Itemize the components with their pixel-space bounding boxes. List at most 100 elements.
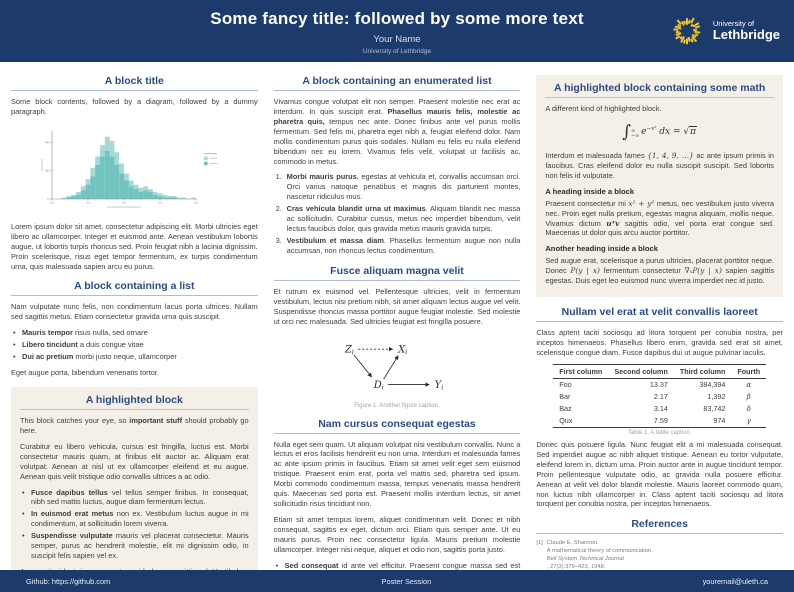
paragraph: Etiam sit amet tempus lorem, aliquet con… xyxy=(273,514,521,554)
reference-item: [1] Claude E. Shannon. A mathematical th… xyxy=(536,540,783,570)
table-row: Qux 7.59 974 γ xyxy=(553,414,767,428)
display-equation: ∫ ∞ −∞ e−x² dx = √π xyxy=(622,121,698,142)
node-x: Xi xyxy=(397,344,407,356)
paragraph: Et rutrum ex euismod vel. Pellentesque u… xyxy=(273,286,521,326)
paragraph: Interdum et malesuada fames {1, 4, 9, …}… xyxy=(545,150,775,180)
poster-body: A block title Some block contents, follo… xyxy=(0,62,794,570)
bullet-list: Fusce dapibus tellus vel tellus semper f… xyxy=(22,488,249,561)
logo-line2: Lethbridge xyxy=(712,26,780,42)
reference-title: A mathematical theory of communication. xyxy=(546,548,653,555)
sunburst-icon xyxy=(673,17,701,45)
svg-text:20: 20 xyxy=(45,169,49,173)
paragraph: This block catches your eye, so importan… xyxy=(20,415,249,435)
column-3: A highlighted block containing some math… xyxy=(536,75,783,570)
institution-name: University of Lethbridge xyxy=(362,48,432,55)
list-item: Cras vehicula blandit urna ut maximus. A… xyxy=(276,204,521,234)
table-cell: 974 xyxy=(673,414,732,428)
logo-line1: University of xyxy=(712,18,755,28)
paragraph: Nam vulputate nunc felis, non condimentu… xyxy=(11,302,258,322)
integral-sign: ∫ xyxy=(622,121,632,142)
block-title: Fusce aliquam magna velit xyxy=(273,265,521,281)
block-references: References [1] Claude E. Shannon. A math… xyxy=(536,518,783,570)
table-cell: 13.37 xyxy=(649,380,668,390)
dag-svg: Zi Xi Di Yi xyxy=(344,344,444,391)
block-title: A block containing a list xyxy=(11,280,258,297)
poster-title: Some fancy title: followed by some more … xyxy=(210,9,584,28)
footer-session-label: Poster Session xyxy=(381,576,432,586)
list-item: Sed consequat id ante vel efficitur. Pra… xyxy=(276,561,521,570)
block-title: A highlighted block xyxy=(20,394,249,410)
node-z: Zi xyxy=(344,344,354,356)
block-nam-cursus: Nam cursus consequat egestas Nulla eget … xyxy=(273,418,521,570)
poster-footer: Github: https://github.com Poster Sessio… xyxy=(0,570,794,592)
table-cell: 83,742 xyxy=(703,404,726,414)
table-cell: α xyxy=(746,380,752,390)
highlighted-block: A highlighted block This block catches y… xyxy=(11,386,258,570)
block-table: Nullam vel erat at velit convallis laore… xyxy=(536,306,783,509)
block-subheading: A heading inside a block xyxy=(545,186,635,196)
column-header: First column xyxy=(553,363,609,379)
paragraph: Donec quis posuere ligula. Nunc feugiat … xyxy=(536,439,783,509)
list-item: Libero tincidunt a duis congue vitae xyxy=(13,340,258,350)
reference-authors: Claude E. Shannon. xyxy=(546,540,599,547)
paragraph: Praesent consectetur mi x² + y² metus, n… xyxy=(545,198,774,238)
data-table-wrap: First column Second column Third column … xyxy=(536,363,783,428)
paragraph: A different kind of highlighted block. xyxy=(545,104,662,113)
arrow-z-to-d xyxy=(353,353,372,377)
list-item: Suspendisse vulputate mauris vel placera… xyxy=(22,531,249,561)
paragraph: Nulla eget sem quam. Ut aliquam volutpat… xyxy=(273,439,521,509)
table-cell: 1,392 xyxy=(707,392,726,402)
paragraph: Lorem ipsum dolor sit amet, consectetur … xyxy=(11,221,258,271)
logo-wordmark: University of Lethbridge xyxy=(712,18,780,43)
paragraph: Aenean tincidunt risus eros, at gravida … xyxy=(20,567,249,570)
highlighted-math-block: A highlighted block containing some math… xyxy=(536,75,783,298)
bullet-list: Sed consequat id ante vel efficitur. Pra… xyxy=(276,561,521,570)
table-cell: Baz xyxy=(559,404,572,414)
column-header: Fourth xyxy=(731,363,767,379)
table-cell: γ xyxy=(731,414,767,428)
reference-number: [1] xyxy=(536,540,543,547)
reference-journal-line: Bell System Technical Journal, 27(3):379… xyxy=(546,555,624,570)
block-figure: Fusce aliquam magna velit Et rutrum ex e… xyxy=(273,265,521,409)
block-list: A block containing a list Nam vulputate … xyxy=(11,280,258,378)
list-item: In euismod erat metus non ex. Vestibulum… xyxy=(22,509,249,529)
paragraph: Vivamus congue volutpat elit non semper.… xyxy=(273,97,521,166)
histogram-svg: 0 20 40 xyxy=(41,130,218,208)
block-title: References xyxy=(536,518,783,535)
paragraph: Curabitur eu libero vehicula, cursus est… xyxy=(20,441,249,481)
block-title: A block containing an enumerated list xyxy=(273,75,521,91)
table-cell: Foo xyxy=(559,380,572,390)
email-link[interactable]: youremail@uleth.ca xyxy=(702,576,768,586)
uleth-logo: University of Lethbridge xyxy=(666,10,780,52)
column-2: A block containing an enumerated list Vi… xyxy=(273,75,521,570)
arrow-d-to-x xyxy=(383,354,399,379)
svg-text:40: 40 xyxy=(45,140,49,144)
table-row: Foo 13.37 384,394 α xyxy=(553,378,766,391)
table-cell: 2.17 xyxy=(653,392,668,402)
list-item: Vestibulum et massa diam. Phasellus ferm… xyxy=(276,235,521,255)
paragraph: Some block contents, followed by a diagr… xyxy=(11,97,258,116)
block-a-block-title: A block title Some block contents, follo… xyxy=(11,75,258,271)
paragraph: Class aptent taciti sociosqu ad litora t… xyxy=(536,328,783,357)
table-cell: Qux xyxy=(553,414,609,428)
list-item: Morbi mauris purus, egestas at vehicula … xyxy=(276,172,521,202)
block-title: A block title xyxy=(11,75,258,91)
table-row: Bar 2.17 1,392 β xyxy=(553,391,766,403)
poster-header: Some fancy title: followed by some more … xyxy=(0,0,794,62)
table-cell: Bar xyxy=(559,392,571,402)
node-y: Yi xyxy=(435,379,444,391)
data-table: First column Second column Third column … xyxy=(553,363,767,428)
reference-text: Claude E. Shannon. A mathematical theory… xyxy=(547,540,653,570)
block-title: Nam cursus consequat egestas xyxy=(273,418,521,434)
table-cell: 384,394 xyxy=(699,380,726,390)
block-title: A highlighted block containing some math xyxy=(545,82,774,98)
list-item: Dui ac pretium morbi justo neque, ullamc… xyxy=(13,352,258,362)
github-link[interactable]: Github: https://github.com xyxy=(26,576,111,586)
block-title: Nullam vel erat at velit convallis laore… xyxy=(536,306,783,323)
paragraph: Sed augue erat, scelerisque a purus ultr… xyxy=(545,256,775,286)
svg-text:0: 0 xyxy=(47,197,49,201)
author-name: Your Name xyxy=(373,34,421,45)
block-enumerated-list: A block containing an enumerated list Vi… xyxy=(273,75,521,256)
block-subheading: Another heading inside a block xyxy=(545,244,658,254)
